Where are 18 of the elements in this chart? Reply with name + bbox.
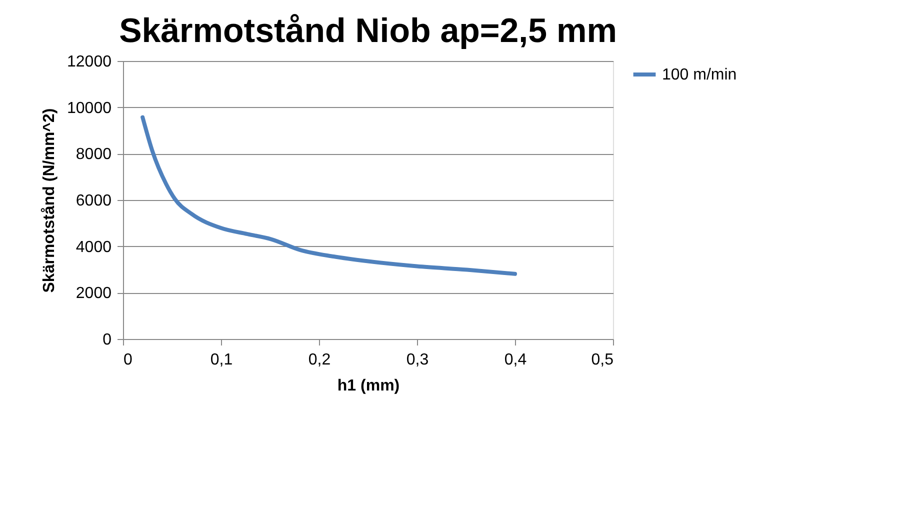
line-series bbox=[140, 115, 517, 276]
x-tick-label: 0,4 bbox=[504, 352, 527, 368]
y-tick-label: 0 bbox=[102, 332, 112, 348]
x-axis-title: h1 (mm) bbox=[337, 378, 400, 394]
x-tick-label: 0,3 bbox=[406, 352, 429, 368]
legend-label: 100 m/min bbox=[662, 66, 737, 84]
chart-title: Skärmotstånd Niob ap=2,5 mm bbox=[119, 12, 617, 50]
y-tick-label: 8000 bbox=[76, 146, 112, 164]
x-tick-label: 0,5 bbox=[591, 352, 614, 368]
x-tick-label: 0,2 bbox=[308, 352, 331, 368]
y-tick-label: 12000 bbox=[67, 54, 112, 70]
y-tick-label: 6000 bbox=[76, 192, 112, 210]
x-tick-label: 0,1 bbox=[210, 352, 233, 368]
y-tick-label: 10000 bbox=[67, 100, 112, 117]
y-tick-label: 4000 bbox=[76, 238, 112, 256]
y-axis-title: Skärmotstånd (N/mm^2) bbox=[40, 108, 58, 293]
y-tick-label: 2000 bbox=[76, 285, 112, 302]
x-tick-label: 0 bbox=[124, 352, 132, 368]
